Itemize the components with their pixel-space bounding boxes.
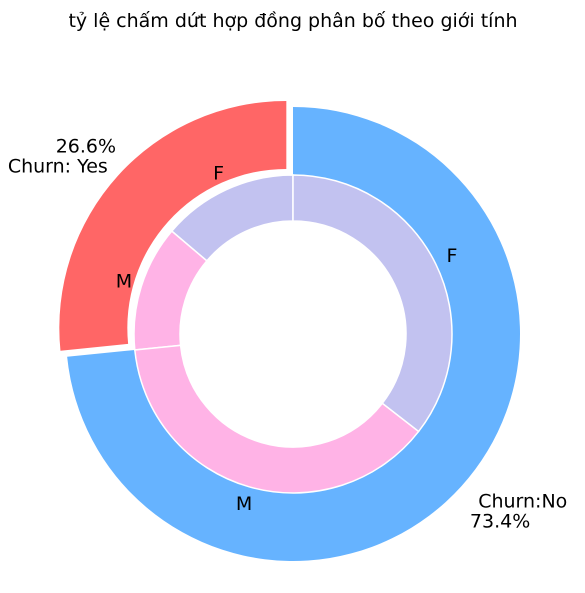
outer-slice-churn-no: [67, 107, 520, 561]
outer-slice-churn-yes: [59, 100, 287, 351]
outer-label-churn-no: Churn:No: [478, 491, 567, 513]
inner-label-3-f: F: [447, 245, 458, 267]
outer-percent-churn-no: 73.4%: [470, 510, 530, 532]
outer-label-churn-yes: Churn: Yes: [8, 156, 108, 178]
inner-slice-2-m: [133, 344, 420, 494]
inner-label-1-m: M: [116, 270, 132, 292]
inner-slice-3-f: [292, 174, 453, 433]
outer-ring: [59, 100, 520, 561]
inner-label-2-m: M: [236, 493, 252, 515]
chart-title: tỷ lệ chấm dứt hợp đồng phân bố theo giớ…: [68, 10, 517, 32]
outer-percent-churn-yes: 26.6%: [56, 136, 116, 158]
inner-label-0-f: F: [213, 162, 224, 184]
inner-ring: [133, 174, 453, 494]
